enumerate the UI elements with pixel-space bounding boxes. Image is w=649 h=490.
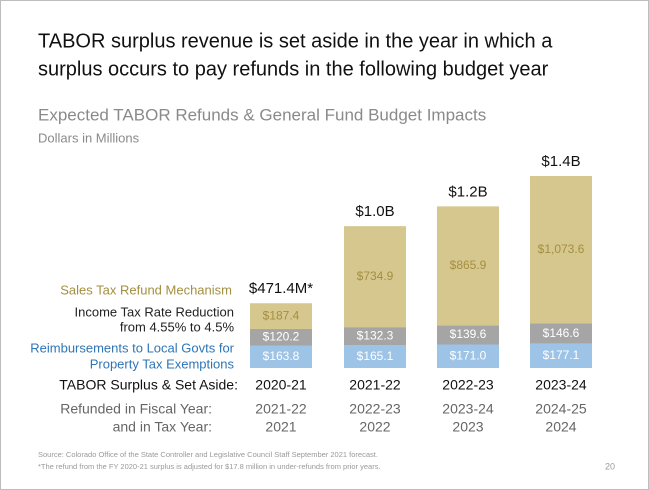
category-label: 2021-22 <box>349 377 401 393</box>
total-label: $1.0B <box>355 203 394 220</box>
category-label: 2020-21 <box>255 377 307 393</box>
legend-label: Reimbursements to Local Govts for <box>30 340 234 355</box>
legend-label: Property Tax Exemptions <box>90 356 235 371</box>
value-label: $865.9 <box>450 258 487 272</box>
value-label: $177.1 <box>543 348 580 362</box>
source: Source: Colorado Office of the State Con… <box>38 450 378 459</box>
category-label: 2023-24 <box>535 377 587 393</box>
value-label: $734.9 <box>357 269 394 283</box>
category-label: 2022-23 <box>442 377 494 393</box>
row-label: TABOR Surplus & Set Aside: <box>59 377 238 393</box>
bar-segment <box>250 328 312 346</box>
bar-segment <box>437 206 499 326</box>
row-label: and in Tax Year: <box>113 419 212 435</box>
fiscal-year-label: 2023-24 <box>442 401 494 417</box>
bar-segment <box>530 343 592 368</box>
total-label: $1.2B <box>448 183 487 200</box>
bar-segment <box>437 344 499 368</box>
bar-segment <box>530 176 592 324</box>
bar-segment <box>250 345 312 368</box>
bar-segment <box>250 303 312 329</box>
tax-year-label: 2022 <box>359 419 390 435</box>
value-label: $132.3 <box>357 328 394 342</box>
value-label: $146.6 <box>543 326 580 340</box>
total-label: $1.4B <box>541 153 580 170</box>
legend-label: from 4.55% to 4.5% <box>120 319 235 334</box>
value-label: $163.8 <box>263 349 300 363</box>
tax-year-label: 2024 <box>545 419 576 435</box>
fiscal-year-label: 2024-25 <box>535 401 587 417</box>
value-label: $171.0 <box>450 348 487 362</box>
tax-year-label: 2021 <box>265 419 296 435</box>
legend-label: Sales Tax Refund Mechanism <box>60 282 232 297</box>
page-number: 20 <box>605 461 615 471</box>
title-line: TABOR surplus revenue is set aside in th… <box>38 30 553 52</box>
value-label: $187.4 <box>263 308 300 322</box>
bar-segment <box>344 226 406 328</box>
row-label: Refunded in Fiscal Year: <box>60 401 212 417</box>
value-label: $120.2 <box>263 329 300 343</box>
legend-label: Income Tax Rate Reduction <box>75 304 234 319</box>
total-label: $471.4M* <box>249 280 313 297</box>
units: Dollars in Millions <box>38 130 140 145</box>
value-label: $165.1 <box>357 349 394 363</box>
bar-segment <box>344 345 406 368</box>
bar-segment <box>530 323 592 344</box>
subtitle: Expected TABOR Refunds & General Fund Bu… <box>38 105 486 124</box>
value-label: $139.6 <box>450 327 487 341</box>
value-label: $1,073.6 <box>538 242 585 256</box>
fiscal-year-label: 2021-22 <box>255 401 307 417</box>
bar-segment <box>437 325 499 345</box>
tax-year-label: 2023 <box>452 419 483 435</box>
footnote: *The refund from the FY 2020-21 surplus … <box>38 462 381 471</box>
bar-segment <box>344 327 406 346</box>
title-line: surplus occurs to pay refunds in the fol… <box>38 58 549 80</box>
fiscal-year-label: 2022-23 <box>349 401 401 417</box>
